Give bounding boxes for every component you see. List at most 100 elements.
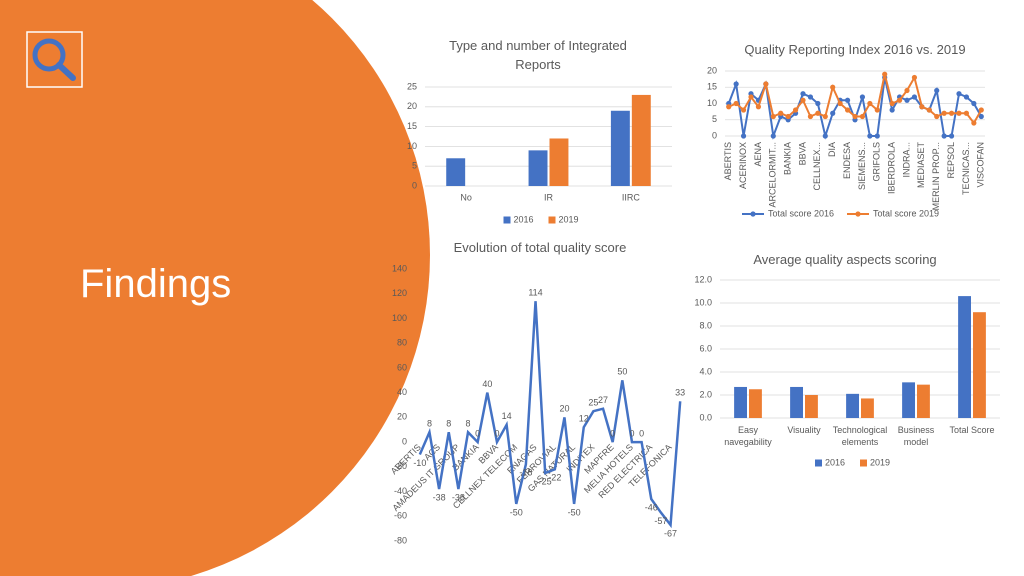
marker <box>778 110 784 116</box>
legend-label: 2016 <box>514 214 534 224</box>
data-label: 12 <box>579 414 589 424</box>
chart-title: Quality Reporting Index 2016 vs. 2019 <box>744 42 966 57</box>
marker <box>815 100 821 107</box>
data-label: 50 <box>617 367 627 377</box>
x-tick-label: IBERDROLA <box>887 142 897 194</box>
data-label: 0 <box>610 428 615 438</box>
y-tick-label: 20 <box>407 101 417 111</box>
x-tick-label: CELLNEX... <box>812 142 822 191</box>
x-tick-label: VISCOFAN <box>976 142 986 188</box>
bar <box>528 150 548 186</box>
marker <box>740 107 747 113</box>
marker <box>978 113 984 120</box>
marker <box>948 110 955 116</box>
data-label: -18 <box>519 468 532 478</box>
chart-title: Average quality aspects scoring <box>753 252 937 267</box>
data-label: -67 <box>664 528 677 538</box>
marker <box>822 133 828 139</box>
icon-frame <box>26 31 83 88</box>
data-label: 40 <box>482 379 492 389</box>
x-tick-label: TECNICAS... <box>961 142 971 195</box>
legend-swatch <box>815 459 822 467</box>
marker <box>956 110 962 116</box>
bar <box>734 386 747 418</box>
x-tick-label: Easy navegability <box>724 425 772 447</box>
y-tick-label: 10 <box>407 141 417 151</box>
y-tick-label: -20 <box>394 461 407 471</box>
legend-swatch <box>548 216 556 224</box>
data-label: -50 <box>510 507 523 517</box>
y-tick-label: -40 <box>394 486 407 496</box>
x-tick-label: IIRC <box>622 192 641 202</box>
marker <box>748 94 754 100</box>
y-tick-label: 0 <box>412 180 417 190</box>
y-tick-label: 15 <box>407 121 417 131</box>
y-tick-label: 20 <box>707 65 717 75</box>
marker <box>733 100 739 107</box>
bar <box>846 393 859 418</box>
legend-marker <box>855 211 861 217</box>
marker <box>956 91 962 97</box>
legend-label: Total score 2016 <box>768 208 834 218</box>
bar <box>861 398 874 418</box>
chart-title: Type and number of Integrated Reports <box>449 38 627 72</box>
y-tick-label: 120 <box>392 288 407 298</box>
y-tick-label: 12.0 <box>694 274 712 284</box>
y-tick-label: 4.0 <box>699 366 712 376</box>
data-label: 20 <box>559 404 569 414</box>
data-label: 0 <box>639 428 644 438</box>
marker <box>755 104 762 110</box>
y-tick-label: -60 <box>394 511 407 521</box>
y-tick-label: 140 <box>392 263 407 273</box>
y-tick-label: 10.0 <box>694 297 712 307</box>
x-tick-label: No <box>460 192 472 202</box>
marker <box>919 104 925 110</box>
x-tick-label: BANKIA <box>783 142 793 175</box>
marker <box>770 133 776 139</box>
marker <box>733 81 739 87</box>
data-label: -25 <box>539 476 552 486</box>
y-tick-label: -80 <box>394 535 407 545</box>
x-tick-label: DIA <box>827 142 837 157</box>
x-tick-label: Total Score <box>949 425 995 435</box>
data-label: 14 <box>502 411 512 421</box>
marker <box>911 74 918 81</box>
y-tick-label: 60 <box>397 362 407 372</box>
data-label: -50 <box>568 507 581 517</box>
y-tick-label: 2.0 <box>699 389 712 399</box>
data-label: -57 <box>654 516 667 526</box>
bar <box>958 296 971 418</box>
x-tick-label: ENDESA <box>842 142 852 179</box>
marker <box>859 113 866 120</box>
y-tick-label: 80 <box>397 338 407 348</box>
search-icon <box>32 38 66 72</box>
legend-label: 2016 <box>825 457 845 467</box>
marker <box>941 133 947 139</box>
bar <box>805 395 818 418</box>
bar <box>749 389 762 418</box>
marker <box>785 113 791 120</box>
legend-swatch <box>860 459 867 467</box>
legend-label: 2019 <box>559 214 579 224</box>
marker <box>740 133 747 139</box>
marker <box>867 133 873 139</box>
y-tick-label: 100 <box>392 313 407 323</box>
legend-label: Total score 2019 <box>873 208 939 218</box>
marker <box>874 107 880 113</box>
marker <box>934 87 940 94</box>
accent-circle <box>0 0 430 576</box>
y-tick-label: 0 <box>402 436 407 446</box>
x-tick-label: BBVA <box>797 142 807 165</box>
x-tick-label: GRIFOLS <box>872 142 882 182</box>
marker <box>904 87 910 94</box>
marker <box>926 107 932 113</box>
x-tick-label: ACERINOX <box>738 142 748 189</box>
bar <box>973 312 986 418</box>
y-tick-label: 5 <box>712 114 717 124</box>
marker <box>830 110 836 116</box>
bar <box>610 110 630 186</box>
x-tick-label: MEDIASET <box>916 142 926 189</box>
marker <box>726 104 732 110</box>
y-tick-label: 5 <box>412 161 417 171</box>
data-label: -22 <box>548 473 561 483</box>
